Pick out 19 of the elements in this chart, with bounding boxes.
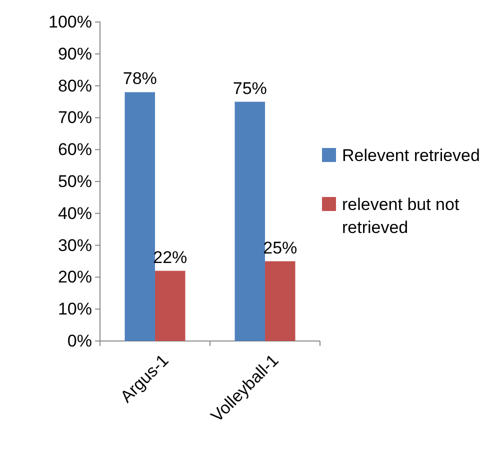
- y-tick-label: 40%: [58, 204, 92, 223]
- y-tick-label: 100%: [48, 12, 92, 32]
- y-tick-label: 50%: [58, 172, 92, 191]
- y-tick-label: 80%: [58, 76, 92, 96]
- data-label: 78%: [122, 69, 157, 88]
- legend-label: relevent but not retrieved: [342, 195, 460, 237]
- bar: [124, 92, 155, 341]
- y-tick-label: 90%: [58, 44, 92, 64]
- y-tick-label: 10%: [58, 300, 92, 319]
- legend-label: Relevent retrieved: [342, 146, 480, 165]
- y-tick-label: 0%: [67, 331, 92, 350]
- y-tick-label: 70%: [58, 108, 92, 128]
- bar: [155, 270, 186, 341]
- y-tick-label: 30%: [58, 236, 92, 255]
- data-label: 75%: [232, 78, 267, 98]
- bar: [265, 261, 296, 341]
- y-tick-label: 20%: [58, 268, 92, 287]
- y-tick-label: 60%: [58, 140, 92, 160]
- bar: [234, 102, 265, 341]
